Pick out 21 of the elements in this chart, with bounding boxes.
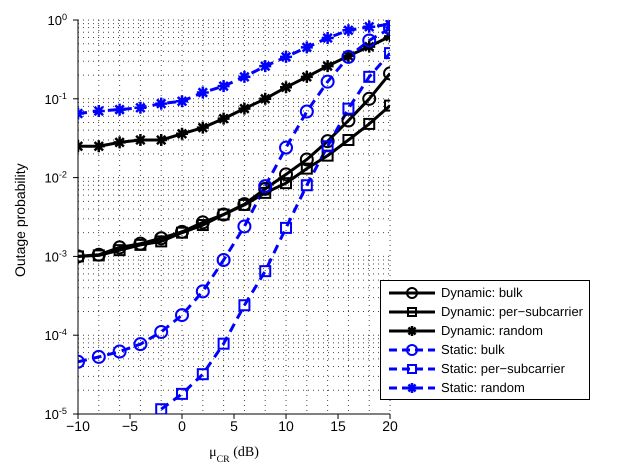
x-tick-label: 0 (178, 418, 186, 434)
x-tick-label: −10 (66, 418, 90, 434)
y-tick-label: 10$^{0}$ (47, 12, 67, 28)
y-tick-label: 10$^{-2}$ (44, 170, 67, 186)
y-axis-title: Outage probability (12, 163, 28, 277)
legend-label: Dynamic: per−subcarrier (441, 304, 583, 319)
legend-label: Static: bulk (441, 342, 505, 357)
x-tick-label: 15 (330, 418, 346, 434)
legend-label: Dynamic: random (441, 323, 543, 338)
legend-label: Static: random (441, 380, 525, 395)
x-tick-label: 5 (230, 418, 238, 434)
y-tick-label: 10$^{-3}$ (44, 248, 67, 264)
x-tick-label: 10 (278, 418, 294, 434)
x-tick-label: 20 (382, 418, 398, 434)
legend-label: Dynamic: bulk (441, 285, 523, 300)
x-tick-label: −5 (122, 418, 138, 434)
legend-label: Static: per−subcarrier (441, 361, 565, 376)
y-tick-label: 10$^{-5}$ (44, 406, 67, 422)
y-tick-label: 10$^{-4}$ (44, 327, 67, 344)
y-tick-label: 10$^{-1}$ (44, 90, 67, 107)
x-axis-title: μ$_{CR}$ (dB) (209, 445, 260, 464)
